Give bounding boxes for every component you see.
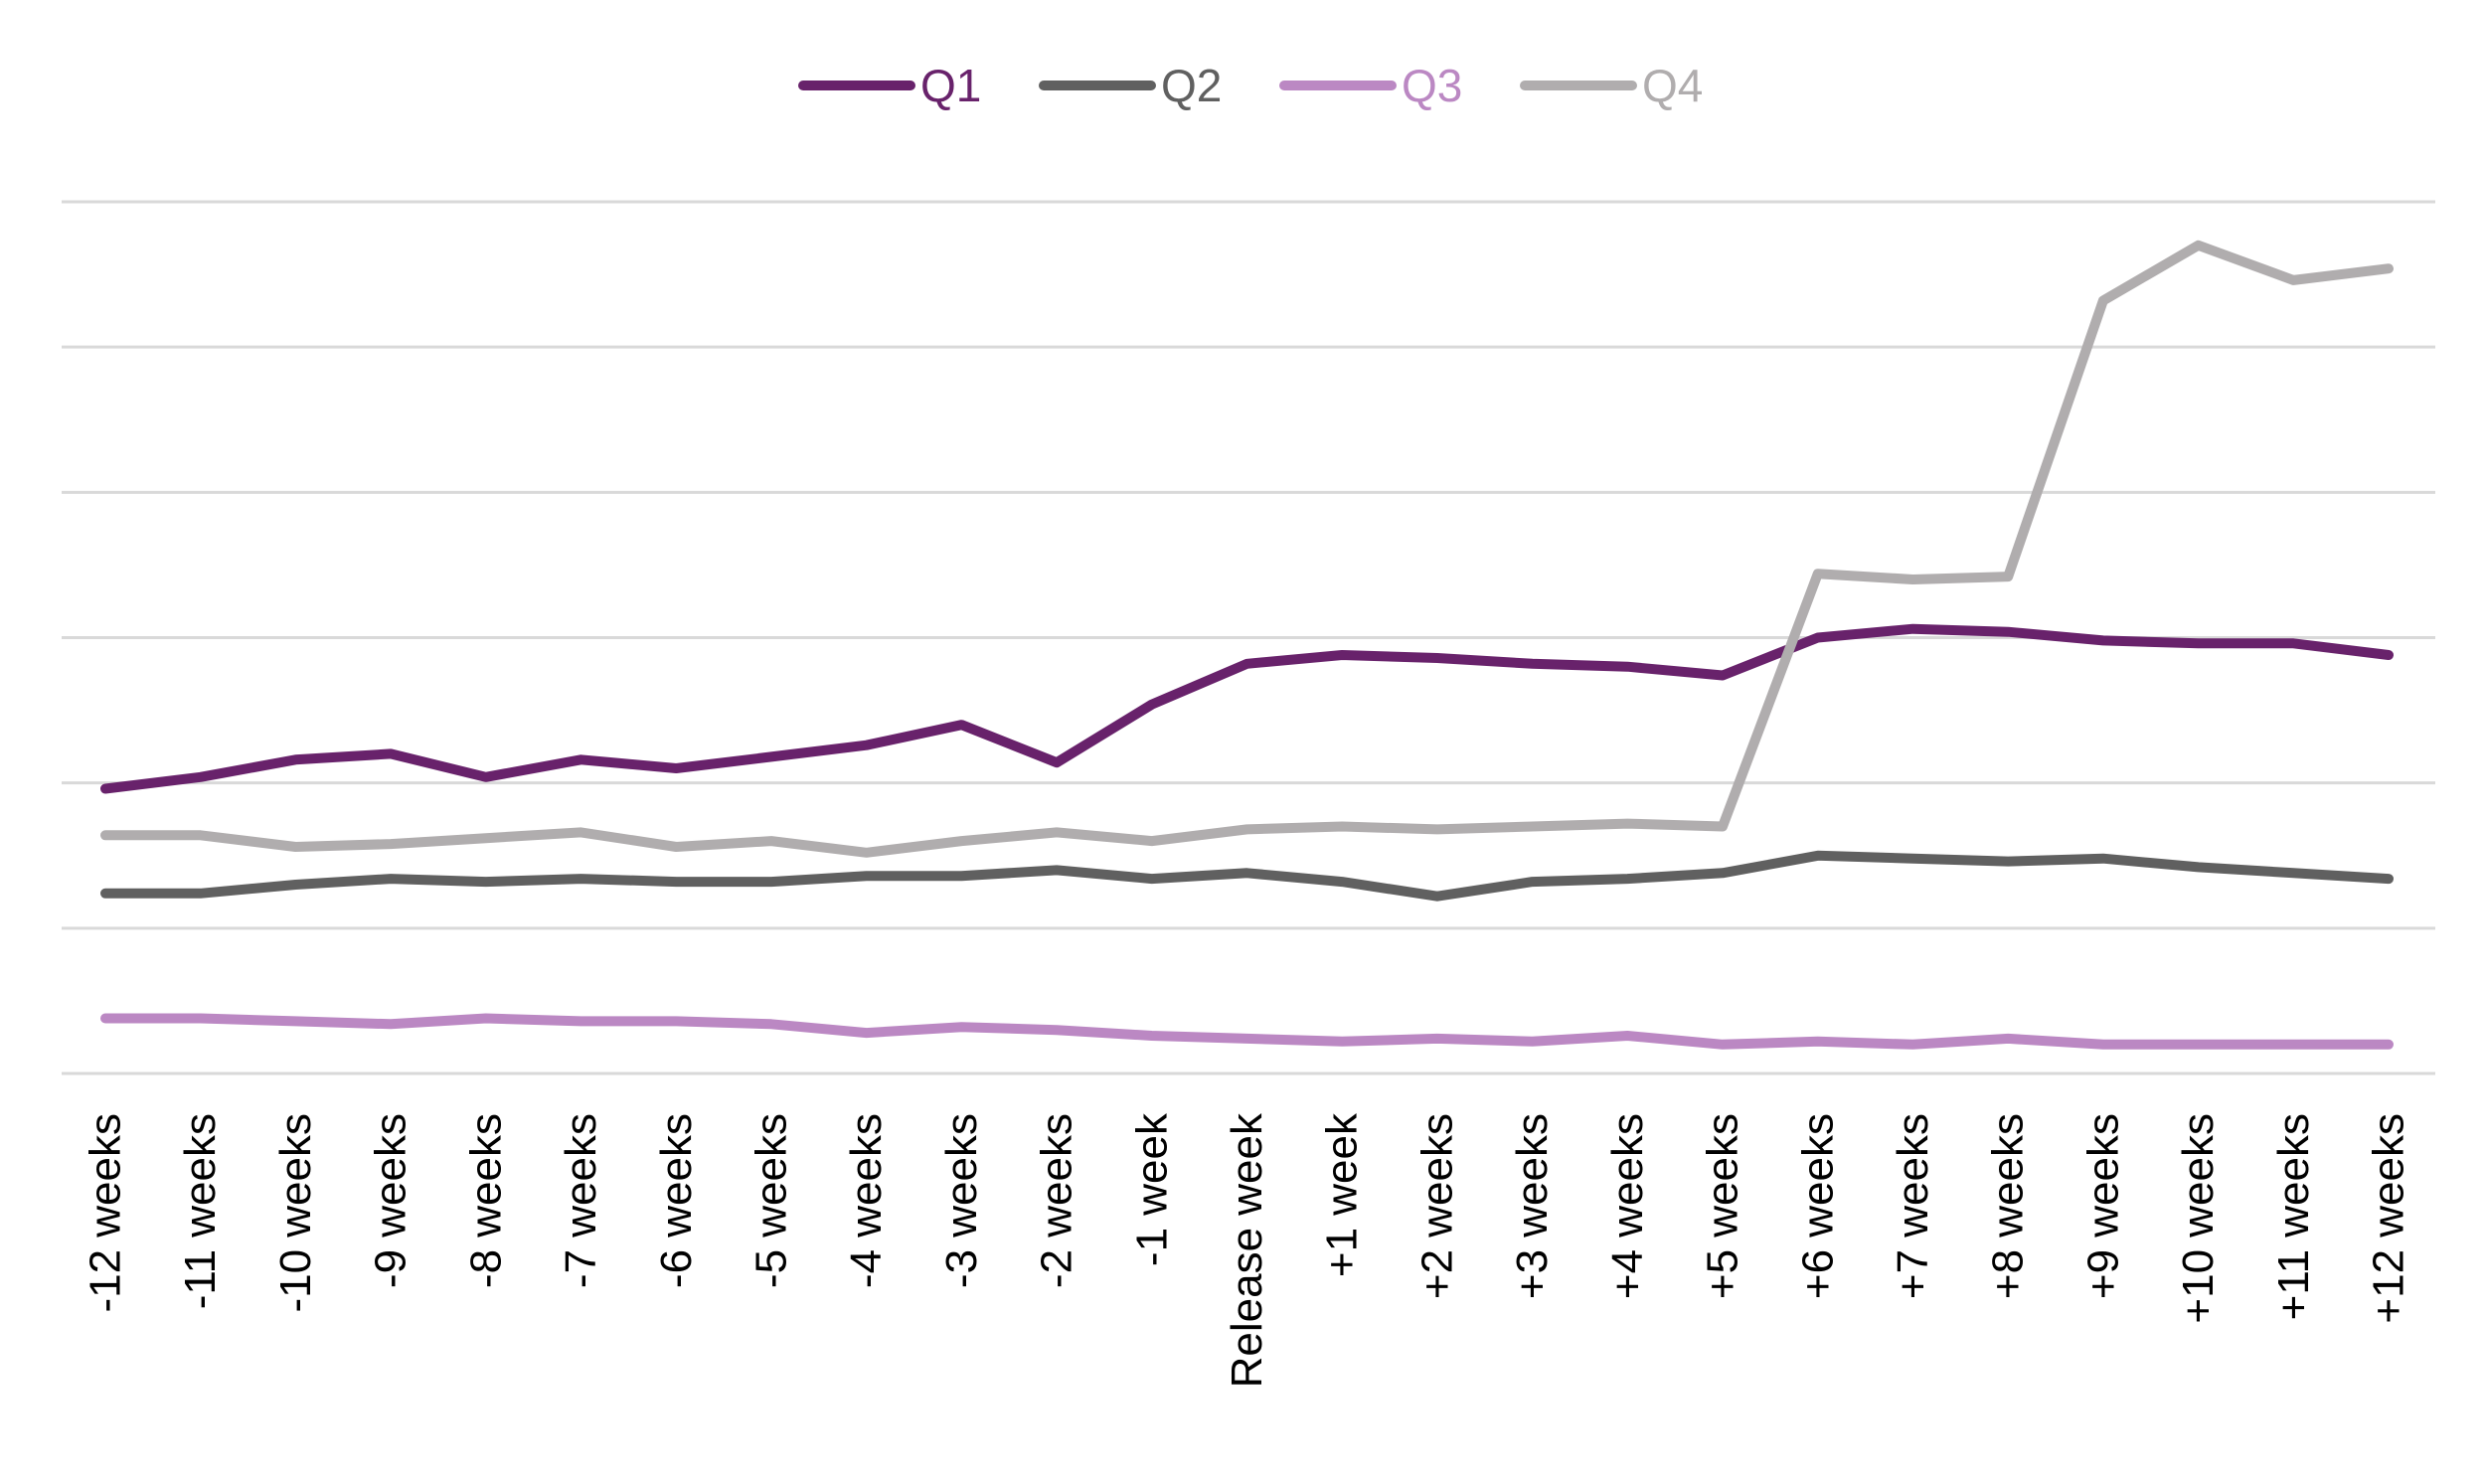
x-tick-label: +1 week (1318, 1112, 1367, 1277)
x-tick-label: +7 weeks (1889, 1113, 1937, 1299)
x-tick-label: -6 weeks (652, 1113, 701, 1288)
x-tick-label: -12 weeks (82, 1113, 130, 1313)
gridlines (62, 200, 2435, 1075)
series-line-q3 (100, 1013, 2394, 1050)
series-lines (100, 240, 2394, 1050)
x-tick-label: +10 weeks (2174, 1113, 2223, 1324)
x-axis-tick-labels: -12 weeks -11 weeks -10 weeks -9 weeks -8 we… (82, 1112, 2413, 1388)
legend-item-q3: Q3 (1279, 60, 1462, 111)
x-tick-label: -8 weeks (461, 1113, 510, 1288)
x-tick-label: -2 weeks (1033, 1113, 1081, 1288)
x-tick-label: +3 weeks (1508, 1113, 1557, 1299)
legend-item-q2: Q2 (1039, 60, 1222, 111)
x-tick-label: +5 weeks (1699, 1113, 1747, 1299)
legend-item-q4: Q4 (1520, 60, 1703, 111)
x-tick-label: +12 weeks (2365, 1113, 2413, 1324)
series-line-q4 (100, 240, 2394, 858)
x-tick-label: -10 weeks (271, 1113, 320, 1313)
legend: Q1 Q2 Q3 Q4 (798, 60, 1703, 111)
legend-label: Q3 (1402, 60, 1462, 111)
x-tick-label: +8 weeks (1984, 1113, 2033, 1299)
x-tick-label: -5 weeks (747, 1113, 796, 1288)
x-tick-label: -3 weeks (937, 1113, 986, 1288)
x-tick-label: -9 weeks (367, 1113, 415, 1288)
x-tick-label: -1 week (1127, 1112, 1176, 1266)
x-tick-label: +9 weeks (2078, 1113, 2127, 1299)
legend-label: Q1 (920, 60, 981, 111)
series-line-q2 (100, 850, 2394, 902)
x-tick-label: -7 weeks (557, 1113, 605, 1288)
x-tick-label: +11 weeks (2269, 1113, 2318, 1320)
legend-item-q1: Q1 (798, 60, 981, 111)
x-tick-label: +2 weeks (1412, 1113, 1461, 1299)
legend-label: Q2 (1161, 60, 1222, 111)
x-tick-label: -4 weeks (842, 1113, 891, 1288)
x-tick-label: -11 weeks (176, 1113, 225, 1309)
series-line-q1 (100, 623, 2394, 794)
x-tick-label: Release week (1223, 1112, 1271, 1388)
x-tick-label: +6 weeks (1793, 1113, 1842, 1299)
legend-label: Q4 (1642, 60, 1703, 111)
x-tick-label: +4 weeks (1603, 1113, 1652, 1299)
